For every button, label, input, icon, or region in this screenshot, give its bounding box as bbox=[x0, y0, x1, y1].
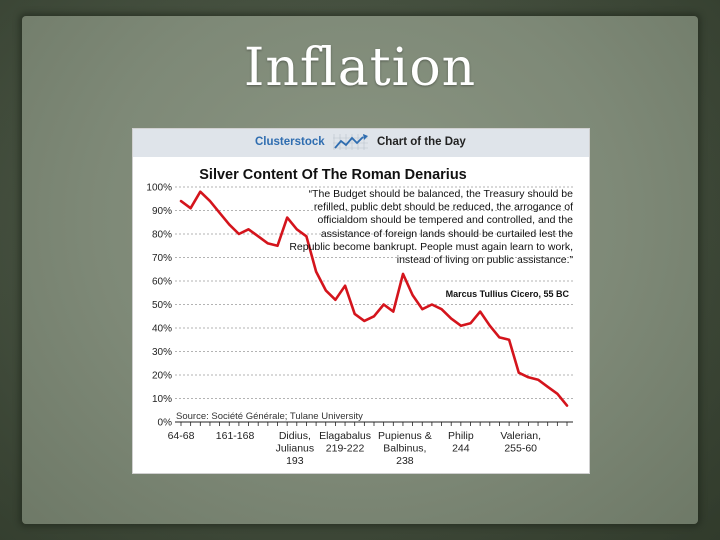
x-axis: 64-68 161-168 Didius, Julianus 193Elagabalus… bbox=[168, 421, 573, 467]
y-tick-label: 40% bbox=[152, 324, 172, 335]
y-tick-label: 0% bbox=[158, 418, 173, 429]
x-tick-label: Philip 244 bbox=[448, 430, 474, 455]
y-tick-label: 90% bbox=[152, 206, 172, 217]
x-tick-label: Pupienus & Balbinus, 238 bbox=[378, 430, 432, 467]
y-tick-label: 20% bbox=[152, 371, 172, 382]
chart-quote: “The Budget should be balanced, the Trea… bbox=[289, 188, 573, 267]
y-axis: 0% 10% 20% 30% 40% 50% 60% 70% 80% 90% 100% bbox=[146, 183, 172, 429]
chart-plot: Silver Content Of The Roman Denarius 0% 1… bbox=[146, 167, 573, 467]
y-tick-label: 80% bbox=[152, 230, 172, 241]
y-tick-label: 70% bbox=[152, 253, 172, 264]
y-tick-label: 50% bbox=[152, 300, 172, 311]
chart-card: Clusterstock Chart of the Day Silver Con… bbox=[132, 128, 590, 474]
quote-author: Marcus Tullius Cicero, 55 BC bbox=[445, 289, 569, 299]
series-line bbox=[179, 190, 569, 407]
x-tick-label: Valerian, 255-60 bbox=[500, 430, 541, 455]
brand-name: Clusterstock bbox=[255, 136, 325, 148]
y-tick-label: 10% bbox=[152, 394, 172, 405]
chart-header: Clusterstock Chart of the Day bbox=[133, 129, 589, 157]
chart-title: Silver Content Of The Roman Denarius bbox=[199, 167, 467, 183]
slide-title: Inflation bbox=[243, 38, 477, 98]
y-tick-label: 60% bbox=[152, 277, 172, 288]
x-tick-label: 64-68 bbox=[168, 430, 195, 442]
y-tick-label: 30% bbox=[152, 347, 172, 358]
x-tick-label: Didius, Julianus 193 bbox=[276, 430, 315, 467]
series-layer bbox=[179, 190, 569, 407]
section-name: Chart of the Day bbox=[377, 136, 466, 148]
y-tick-label: 100% bbox=[146, 183, 172, 194]
chart-source: Source: Société Générale; Tulane Univers… bbox=[176, 411, 363, 422]
x-tick-label: 161-168 bbox=[216, 430, 255, 442]
trend-line-icon bbox=[332, 132, 370, 152]
x-tick-label: Elagabalus 219-222 bbox=[319, 430, 371, 455]
